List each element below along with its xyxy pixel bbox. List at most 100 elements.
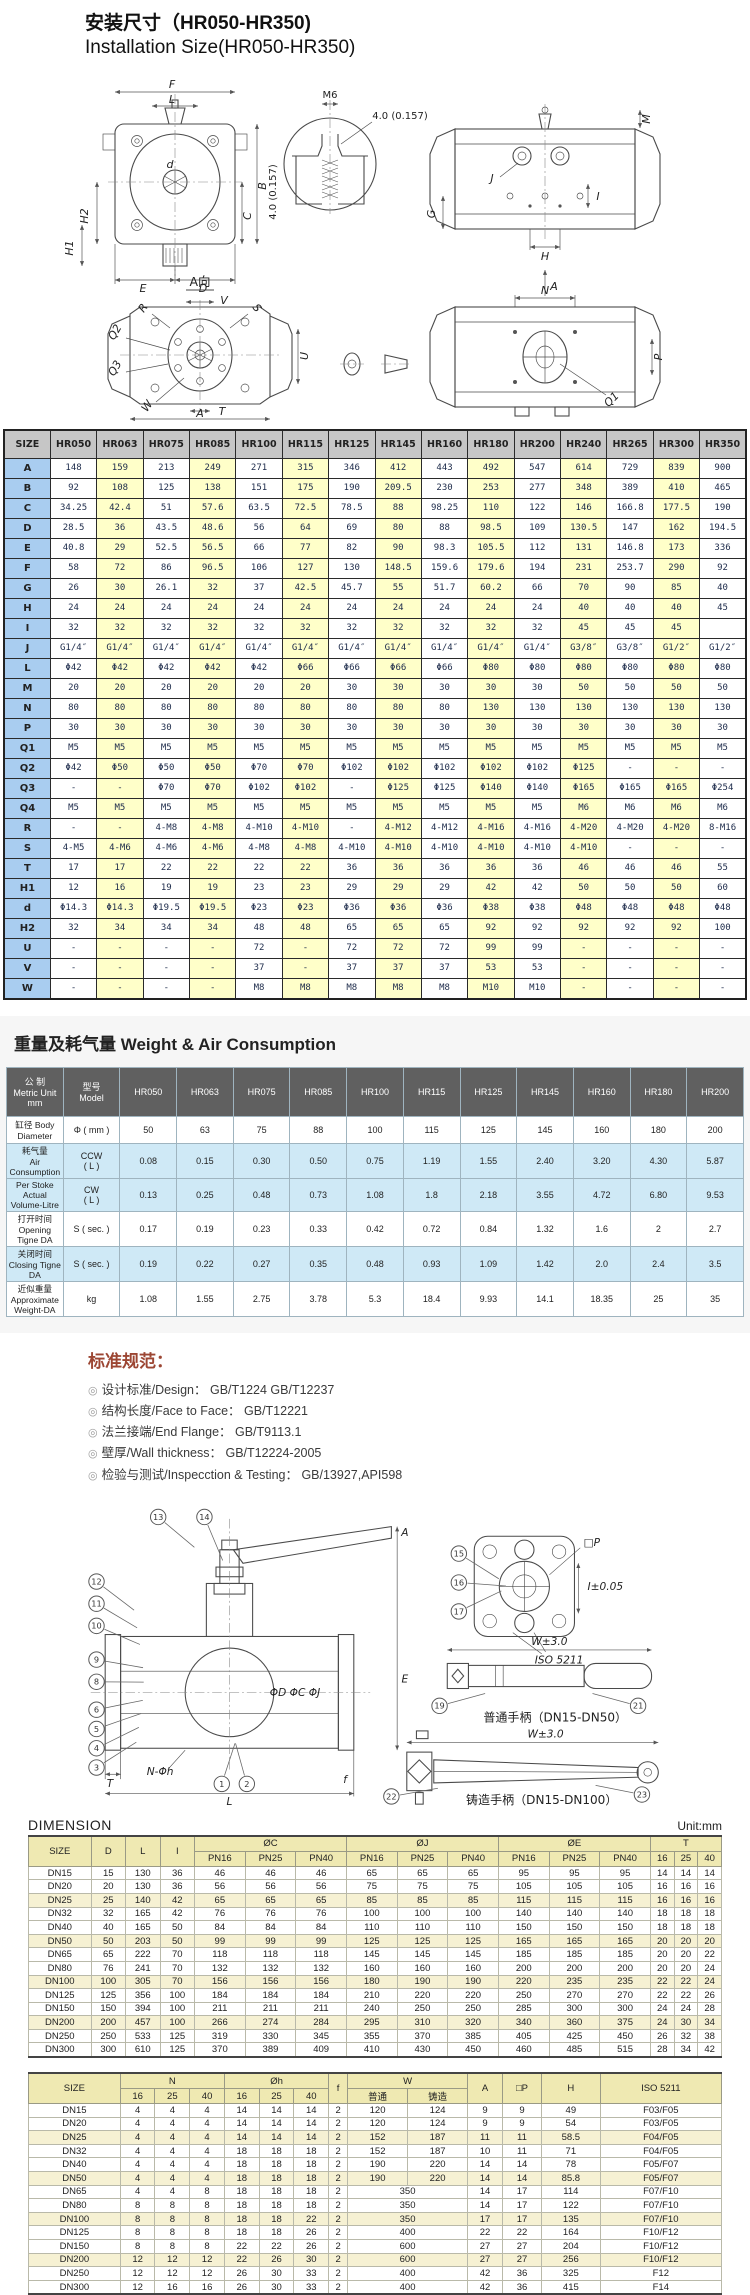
- main-cell: 30: [190, 718, 236, 738]
- dim-cell: 125: [397, 1934, 448, 1948]
- bottom-cell: 14: [224, 2131, 259, 2145]
- dim-cell: 165: [549, 1934, 600, 1948]
- bottom-cell: 2: [329, 2185, 348, 2199]
- dim-label-W: W: [139, 396, 157, 413]
- main-row-label: Q3: [4, 778, 50, 798]
- dim-cell: 95: [498, 1866, 549, 1880]
- bottom-sub-header: 铸造: [408, 2089, 468, 2104]
- main-cell: 24: [421, 598, 467, 618]
- dim-cell: 235: [549, 1975, 600, 1989]
- bottom-size-cell: DN100: [29, 2212, 121, 2226]
- main-cell: 99: [468, 938, 514, 958]
- dim-cell: 110: [448, 1921, 499, 1935]
- main-cell: 24: [97, 598, 143, 618]
- main-col-header: HR085: [190, 430, 236, 459]
- main-cell: -: [97, 938, 143, 958]
- weight-cell: 6.80: [630, 1178, 687, 1211]
- main-cell: 4-M16: [468, 818, 514, 838]
- main-cell: 30: [143, 718, 189, 738]
- dim-size-cell: DN40: [29, 1921, 92, 1935]
- main-cell: 249: [190, 458, 236, 478]
- dim-size-cell: DN25: [29, 1893, 92, 1907]
- main-cell: 8-M16: [700, 818, 746, 838]
- bottom-cell: 14: [224, 2104, 259, 2118]
- dim-cell: 16: [674, 1880, 698, 1894]
- main-cell: 32: [190, 618, 236, 638]
- callout-number-4: 4: [94, 1743, 99, 1753]
- main-cell: G1/4″: [514, 638, 560, 658]
- weight-cell: 0.22: [177, 1246, 234, 1281]
- main-cell: Φ165: [653, 778, 699, 798]
- dim-cell: 220: [448, 1989, 499, 2003]
- dim-sub-header: PN40: [296, 1851, 347, 1866]
- weight-cell: 35: [687, 1281, 744, 1316]
- bottom-cell: 17: [502, 2185, 541, 2199]
- main-cell: 100: [700, 918, 746, 938]
- bottom-cell: 8: [120, 2199, 155, 2213]
- weight-col-header: HR180: [630, 1067, 687, 1116]
- main-col-header: HR050: [50, 430, 96, 459]
- dim-label-H2: H2: [78, 208, 91, 223]
- main-cell: 4-M10: [282, 818, 328, 838]
- dim-cell: 190: [448, 1975, 499, 1989]
- dim-cell: 85: [448, 1893, 499, 1907]
- bottom-cell: 18: [224, 2185, 259, 2199]
- detail-dim-1: 4.0 (0.157): [372, 111, 428, 122]
- weight-cell: 1.55: [460, 1143, 517, 1178]
- main-cell: -: [607, 978, 653, 999]
- main-cell: 45: [653, 618, 699, 638]
- main-cell: -: [143, 958, 189, 978]
- main-cell: 614: [561, 458, 607, 478]
- dim-cell: 450: [600, 2029, 651, 2043]
- main-cell: 32: [50, 618, 96, 638]
- main-cell: Φ42: [97, 658, 143, 678]
- main-cell: 4-M20: [561, 818, 607, 838]
- dim-cell: 130: [126, 1866, 160, 1880]
- bottom-cell: 325: [542, 2267, 601, 2281]
- bottom-header: Øh: [224, 2073, 328, 2089]
- dim-cell: 250: [91, 2029, 125, 2043]
- main-cell: 40: [561, 598, 607, 618]
- dim-cell: 210: [346, 1989, 397, 2003]
- main-cell: 130.5: [561, 518, 607, 538]
- bottom-cell: 8: [120, 2240, 155, 2254]
- main-col-header: HR300: [653, 430, 699, 459]
- main-cell: M5: [236, 738, 282, 758]
- main-cell: Φ125: [375, 778, 421, 798]
- bottom-size-cell: DN50: [29, 2172, 121, 2186]
- main-cell: -: [607, 838, 653, 858]
- main-cell: M8: [236, 978, 282, 999]
- weight-cell: 0.19: [120, 1246, 177, 1281]
- dim-col-header: I: [160, 1836, 194, 1867]
- main-cell: -: [653, 758, 699, 778]
- dim-group-header: ØJ: [346, 1836, 498, 1852]
- main-cell: 20: [143, 678, 189, 698]
- main-cell: 45: [700, 598, 746, 618]
- main-cell: 82: [329, 538, 375, 558]
- standards-item: ◎检验与测试/Inspecction & Testing： GB/13927,A…: [88, 1465, 750, 1486]
- bottom-cell: 152: [348, 2144, 408, 2158]
- main-cell: 175: [282, 478, 328, 498]
- dim-cell: 220: [498, 1975, 549, 1989]
- main-cell: 20: [190, 678, 236, 698]
- main-cell: 271: [236, 458, 282, 478]
- main-cell: Φ42: [190, 658, 236, 678]
- dim-cell: 156: [245, 1975, 296, 1989]
- dim-cell: 14: [650, 1866, 674, 1880]
- bottom-cell: 18: [294, 2185, 329, 2199]
- bottom-cell: 8: [155, 2199, 190, 2213]
- main-cell: 88: [375, 498, 421, 518]
- dim-cell: 184: [245, 1989, 296, 2003]
- weight-cell: 0.48: [233, 1178, 290, 1211]
- main-cell: 19: [190, 878, 236, 898]
- main-cell: 37: [236, 958, 282, 978]
- main-cell: 48: [282, 918, 328, 938]
